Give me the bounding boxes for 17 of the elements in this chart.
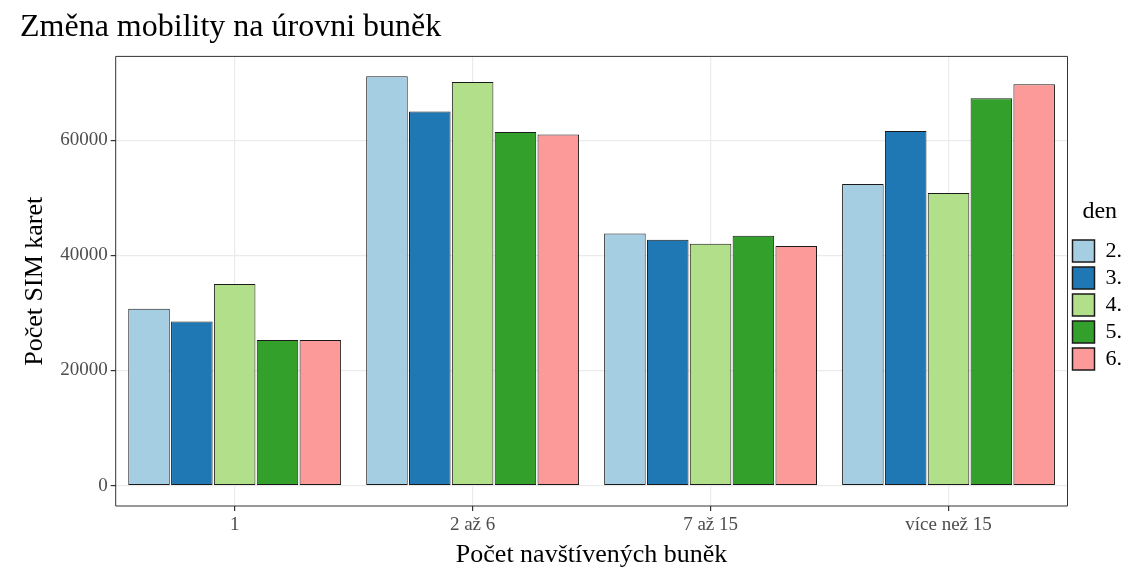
legend-label: 5. [1105,317,1122,343]
legend-label: 4. [1105,290,1122,316]
x-tick-label: více než 15 [905,513,992,535]
y-tick-label: 0 [98,473,108,495]
legend-title: den [1082,197,1118,224]
legend-label: 2. [1105,236,1122,262]
legend-label: 3. [1105,263,1122,289]
y-tick-label: 40000 [60,243,108,265]
chart-title: Změna mobility na úrovni buněk [20,6,442,43]
x-axis-title: Počet navštívených buněk [455,539,728,569]
y-tick-label: 20000 [60,358,108,380]
x-tick-label: 2 až 6 [449,513,496,535]
legend-label: 6. [1105,344,1122,370]
x-tick-label: 1 [229,513,240,535]
y-tick-label: 60000 [60,128,108,150]
y-axis-title: Počet SIM karet [19,195,49,366]
x-tick-label: 7 až 15 [683,513,739,535]
